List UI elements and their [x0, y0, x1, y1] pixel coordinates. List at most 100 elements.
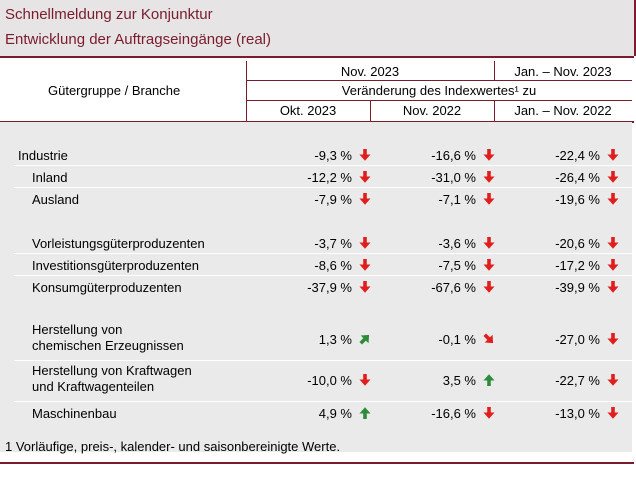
cell-value: -27,0 % — [555, 332, 600, 347]
arrow-down-icon — [358, 258, 372, 272]
table-row: Vorleistungsgüterproduzenten -3,7 % -3,6… — [0, 232, 632, 254]
change-header: Veränderung des Indexwertes¹ zu — [341, 83, 537, 98]
divider — [246, 100, 632, 101]
divider — [246, 61, 247, 121]
divider — [494, 61, 495, 81]
arrow-down-icon — [482, 280, 496, 294]
arrow-down-icon — [482, 170, 496, 184]
cell-value: -7,5 % — [438, 258, 476, 273]
row-label-line: chemischen Erzeugnissen — [32, 338, 184, 353]
table-header: Gütergruppe / Branche Nov. 2023 Jan. – N… — [0, 61, 632, 121]
arrow-down-icon — [482, 236, 496, 250]
cell-value: -8,6 % — [314, 258, 352, 273]
row-label: Industrie — [18, 148, 68, 163]
arrow-up-icon — [358, 332, 372, 346]
cell-value: -22,4 % — [555, 148, 600, 163]
table-row: Konsumgüterproduzenten -37,9 % -67,6 % -… — [0, 276, 632, 298]
cell-value: -16,6 % — [431, 148, 476, 163]
arrow-down-icon — [606, 192, 620, 206]
row-label: Vorleistungsgüterproduzenten — [32, 236, 205, 251]
row-separator — [14, 253, 632, 254]
divider — [494, 101, 495, 121]
arrow-up-icon — [358, 406, 372, 420]
cell-value: -13,0 % — [555, 406, 600, 421]
page-title: Schnellmeldung zur Konjunktur — [5, 6, 213, 23]
cell-value: -39,9 % — [555, 280, 600, 295]
cell-value: -19,6 % — [555, 192, 600, 207]
subcol-nov: Nov. 2022 — [402, 103, 462, 118]
row-separator — [14, 165, 632, 166]
row-separator — [14, 187, 632, 188]
cell-value: -10,0 % — [307, 373, 352, 388]
cell-value: -0,1 % — [438, 332, 476, 347]
header-rule — [0, 56, 634, 58]
subcol-okt: Okt. 2023 — [279, 103, 337, 118]
divider — [370, 101, 371, 121]
arrow-down-icon — [606, 236, 620, 250]
row-label: Herstellung von chemischen Erzeugnissen — [32, 322, 184, 354]
divider — [246, 80, 632, 81]
arrow-down-icon — [606, 258, 620, 272]
row-label: Investitionsgüterproduzenten — [32, 258, 199, 273]
row-label-line: Herstellung von Kraftwagen — [32, 363, 192, 378]
row-label: Herstellung von Kraftwagen und Kraftwagen… — [32, 363, 192, 395]
table-row: Herstellung von Kraftwagen und Kraftwagen… — [0, 361, 632, 401]
cell-value: -20,6 % — [555, 236, 600, 251]
arrow-down-icon — [358, 373, 372, 387]
subcol-jannov: Jan. – Nov. 2022 — [514, 103, 612, 118]
cell-value: 4,9 % — [318, 406, 352, 421]
table-row: Ausland -7,9 % -7,1 % -19,6 % — [0, 188, 632, 210]
footnote: 1 Vorläufige, preis-, kalender- und sais… — [5, 439, 341, 454]
arrow-down-icon — [358, 148, 372, 162]
table-row: Industrie -9,3 % -16,6 % -22,4 % — [0, 144, 632, 166]
arrow-down-icon — [606, 373, 620, 387]
cell-value: -26,4 % — [555, 170, 600, 185]
cell-value: -67,6 % — [431, 280, 476, 295]
table-body — [0, 122, 632, 452]
row-label-line: Herstellung von — [32, 322, 123, 337]
cell-value: -7,1 % — [438, 192, 476, 207]
arrow-down-icon — [482, 192, 496, 206]
row-separator — [14, 401, 632, 402]
arrow-down-icon — [358, 236, 372, 250]
cell-value: -12,2 % — [307, 170, 352, 185]
arrow-down-icon — [606, 170, 620, 184]
page-subtitle: Entwicklung der Auftragseingänge (real) — [5, 31, 271, 48]
cell-value: -31,0 % — [431, 170, 476, 185]
row-label: Konsumgüterproduzenten — [32, 280, 182, 295]
row-label: Ausland — [32, 192, 79, 207]
period1-header: Nov. 2023 — [340, 64, 400, 79]
cell-value: -17,2 % — [555, 258, 600, 273]
cell-value: 3,5 % — [442, 373, 476, 388]
arrow-down-icon — [358, 280, 372, 294]
header-band: Schnellmeldung zur Konjunktur Entwicklun… — [0, 0, 636, 56]
arrow-down-icon — [482, 332, 496, 346]
cell-value: -16,6 % — [431, 406, 476, 421]
arrow-down-icon — [606, 332, 620, 346]
arrow-down-icon — [358, 192, 372, 206]
row-label-line: und Kraftwagenteilen — [32, 379, 155, 394]
arrow-down-icon — [482, 258, 496, 272]
period2-header: Jan. – Nov. 2023 — [514, 64, 612, 79]
table-row: Maschinenbau 4,9 % -16,6 % -13,0 % — [0, 402, 632, 424]
arrow-down-icon — [606, 280, 620, 294]
row-separator — [14, 360, 632, 361]
table-row: Investitionsgüterproduzenten -8,6 % -7,5… — [0, 254, 632, 276]
bottom-rule — [0, 462, 634, 464]
col-label: Gütergruppe / Branche — [48, 83, 181, 98]
cell-value: -3,6 % — [438, 236, 476, 251]
row-label: Maschinenbau — [32, 406, 117, 421]
row-separator — [14, 275, 632, 276]
table-row: Herstellung von chemischen Erzeugnissen 1… — [0, 320, 632, 360]
cell-value: -7,9 % — [314, 192, 352, 207]
table-row: Inland -12,2 % -31,0 % -26,4 % — [0, 166, 632, 188]
cell-value: -37,9 % — [307, 280, 352, 295]
cell-value: -9,3 % — [314, 148, 352, 163]
cell-value: 1,3 % — [318, 332, 352, 347]
arrow-down-icon — [482, 148, 496, 162]
cell-value: -22,7 % — [555, 373, 600, 388]
arrow-down-icon — [358, 170, 372, 184]
arrow-up-icon — [482, 373, 496, 387]
row-label: Inland — [32, 170, 68, 185]
cell-value: -3,7 % — [314, 236, 352, 251]
